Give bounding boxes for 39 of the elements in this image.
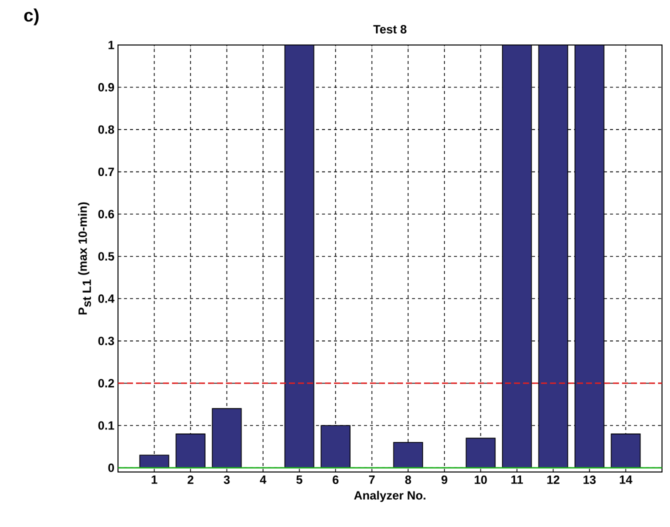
bar: [284, 44, 314, 468]
bar: [574, 44, 604, 468]
y-tick-label: 0.7: [98, 168, 114, 176]
y-tick-label: 0.5: [98, 252, 114, 261]
y-tick-label: 0: [108, 464, 114, 472]
y-tick-label: 0.4: [98, 294, 114, 303]
x-tick-label: 5: [296, 476, 302, 484]
y-tick-label: 0.2: [98, 378, 114, 388]
y-tick-label: 1: [108, 40, 114, 50]
y-tick-label: 0.1: [98, 421, 114, 430]
text: c): [24, 8, 39, 26]
x-tick-label: 1: [152, 476, 158, 484]
x-tick-label: 7: [369, 476, 375, 484]
y-axis-title: $\textbf{P}_{\textbf{st L1}}\ \textbf{(max 10-min)}$: [78, 202, 92, 314]
chart-title: Test 8: [373, 25, 406, 34]
y-tick-label: 0.9: [98, 83, 114, 92]
x-tick-label: 11: [511, 476, 523, 484]
x-tick-label: 4: [260, 476, 266, 484]
x-tick-label: 14: [620, 476, 632, 484]
x-tick-label: 8: [405, 476, 412, 484]
x-tick-label: 2: [188, 476, 194, 484]
y-tick-label: 0.8: [98, 125, 114, 134]
bar: [212, 408, 242, 468]
x-tick-label: 13: [584, 476, 596, 484]
y-tick-label: 0.3: [98, 336, 114, 346]
bar: [176, 434, 206, 468]
x-tick-label: 6: [332, 476, 338, 484]
bar: [320, 425, 351, 468]
x-tick-label: 12: [547, 476, 560, 484]
bar: [610, 434, 641, 468]
y-tick-label: 0.6: [98, 210, 114, 218]
bar: [393, 442, 424, 468]
bar: [466, 438, 496, 468]
x-axis-title: Analyzer No.: [354, 490, 426, 502]
x-tick-label: 9: [442, 476, 448, 484]
bar: [538, 44, 568, 468]
x-tick-label: 10: [474, 476, 487, 484]
bar: [502, 44, 532, 468]
x-tick-label: 3: [224, 476, 230, 484]
